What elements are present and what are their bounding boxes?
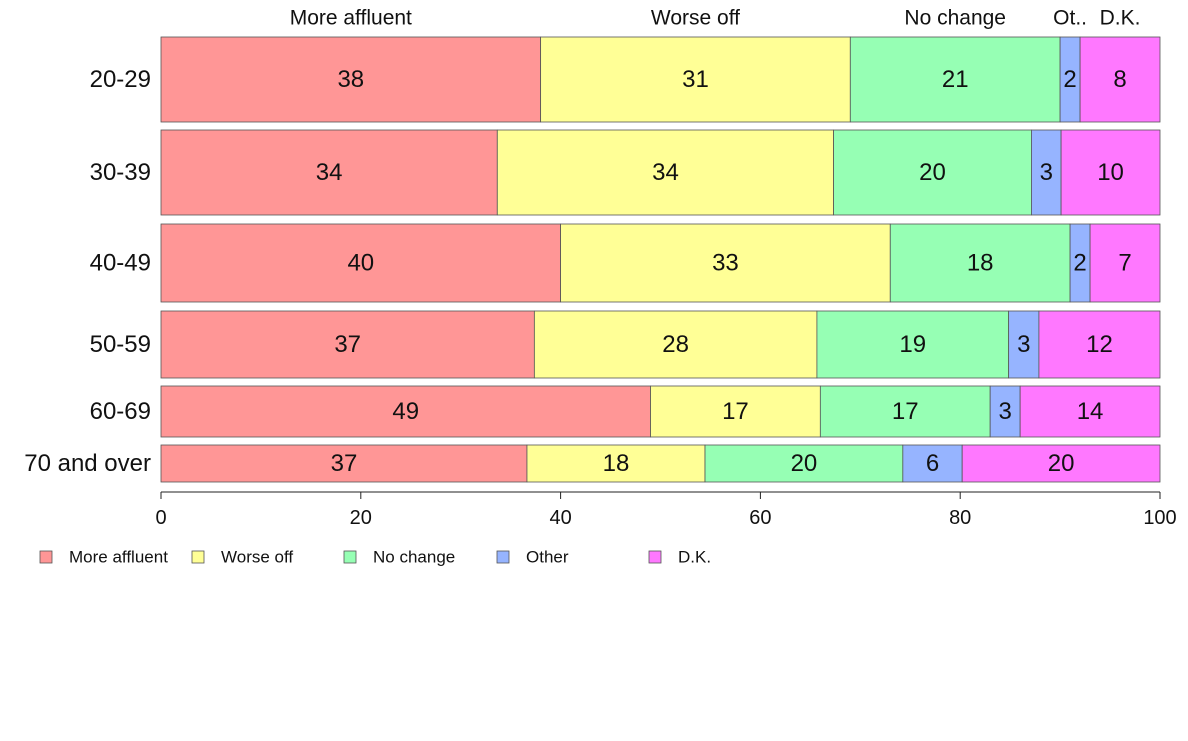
bar-value-label: 10 [1097,159,1124,186]
bar-value-label: 17 [892,398,919,425]
bar-segment [540,36,851,123]
bar-segment [833,129,1032,216]
x-tick-label: 0 [155,507,166,529]
legend-label: D.K. [678,548,711,567]
x-tick-label: 20 [350,507,372,529]
bar-value-label: 8 [1113,66,1126,93]
legend-swatch [343,550,357,564]
bar-value-label: 28 [662,331,689,358]
bar-value-label: 31 [682,66,709,93]
bar-segment [961,444,1161,483]
bar-value-label: 20 [1048,450,1075,477]
category-label: 60-69 [90,398,151,425]
category-label: 30-39 [90,159,151,186]
category-label: 70 and over [24,450,151,477]
category-label: 50-59 [90,331,151,358]
bar-segment [1038,310,1161,379]
category-label: 40-49 [90,250,151,277]
bar-segment [160,444,528,483]
bar-value-label: 3 [1017,331,1030,358]
bar-segment [560,223,891,303]
bar-value-label: 40 [347,250,374,277]
bar-value-label: 7 [1118,250,1131,277]
legend-swatch [39,550,53,564]
legend-label: More affluent [69,548,168,567]
bar-segment [1089,223,1161,303]
bar-segment [1031,129,1062,216]
bar-segment [1079,36,1161,123]
top-segment-label: No change [904,7,1006,30]
bar-value-label: 3 [998,398,1011,425]
bar-segment [819,385,991,438]
bar-value-label: 6 [926,450,939,477]
bar-value-label: 17 [722,398,749,425]
bar-segment [902,444,963,483]
bar-segment [1019,385,1161,438]
bar-value-label: 37 [334,331,361,358]
bar-segment [160,310,535,379]
bar-value-label: 2 [1063,66,1076,93]
bar-segment [704,444,904,483]
legend-swatch [191,550,205,564]
bar-value-label: 19 [899,331,926,358]
category-label: 20-29 [90,66,151,93]
bar-value-label: 33 [712,250,739,277]
bar-value-label: 20 [919,159,946,186]
legend-label: Worse off [221,548,293,567]
bar-value-label: 14 [1077,398,1104,425]
legend-swatch [496,550,510,564]
bar-segment [1008,310,1040,379]
top-segment-label: More affluent [290,7,412,30]
bar-segment [160,36,542,123]
bar-value-label: 34 [316,159,343,186]
bar-segment [160,129,498,216]
x-tick-label: 80 [949,507,971,529]
bar-segment [889,223,1071,303]
bar-value-label: 12 [1086,331,1113,358]
top-segment-label: Ot.. [1053,7,1087,30]
bar-value-label: 37 [331,450,358,477]
bar-value-label: 34 [652,159,679,186]
bar-value-label: 21 [942,66,969,93]
bar-value-label: 2 [1073,250,1086,277]
legend-label: Other [526,548,569,567]
bar-segment [496,129,834,216]
bar-segment [849,36,1061,123]
legend-swatch [648,550,662,564]
top-segment-label: D.K. [1100,7,1141,30]
x-tick-label: 100 [1143,507,1176,529]
bar-value-label: 18 [967,250,994,277]
bar-value-label: 3 [1040,159,1053,186]
bar-segment [160,223,562,303]
bar-value-label: 49 [392,398,419,425]
legend-label: No change [373,548,455,567]
bar-value-label: 38 [337,66,364,93]
x-tick-label: 60 [749,507,771,529]
bar-segment [1060,129,1161,216]
bar-value-label: 20 [791,450,818,477]
x-tick-label: 40 [549,507,571,529]
top-segment-label: Worse off [651,7,740,30]
bar-value-label: 18 [603,450,630,477]
